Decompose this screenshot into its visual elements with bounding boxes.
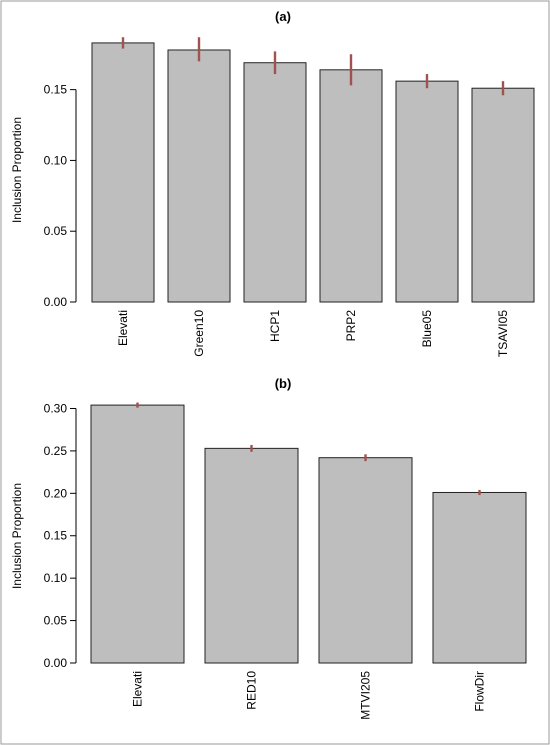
y-axis: 0.00 0.05 0.10 0.15	[44, 83, 77, 309]
x-tick-label: PRP2	[344, 310, 358, 342]
y-tick-label: 0.15	[44, 83, 68, 97]
x-tick-label: Blue05	[420, 310, 434, 348]
bar-series	[91, 42, 535, 303]
bar	[471, 87, 535, 303]
y-tick-label: 0.30	[44, 401, 68, 415]
error-bars	[121, 37, 505, 96]
chart-title: (b)	[275, 376, 292, 391]
bar	[204, 447, 299, 664]
bar	[91, 42, 155, 303]
y-tick-label: 0.20	[44, 486, 68, 500]
x-tick-label: Elevati	[131, 671, 145, 707]
chart-panel-a: (a) Inclusion Proportion 0.00 0.05 0.10 0.1…	[10, 9, 535, 357]
x-tick-label: TSAVI05	[496, 310, 510, 357]
bar	[319, 69, 383, 303]
bar	[90, 404, 185, 664]
bar	[243, 62, 307, 303]
x-axis-tick-labels: Elevati Green10 HCP1 PRP2 Blue05 TSAVI05	[116, 310, 510, 357]
y-tick-label: 0.10	[44, 571, 68, 585]
y-tick-label: 0.00	[44, 656, 68, 670]
x-tick-label: MTVI205	[359, 671, 373, 720]
bar	[432, 491, 527, 664]
x-tick-label: Elevati	[116, 310, 130, 346]
y-tick-label: 0.05	[44, 614, 68, 628]
error-bars	[136, 402, 481, 496]
bar	[167, 49, 231, 303]
y-axis-label: Inclusion Proportion	[10, 117, 24, 223]
x-tick-label: RED10	[245, 671, 259, 710]
bar	[318, 457, 413, 664]
y-tick-label: 0.00	[44, 295, 68, 309]
bar	[395, 80, 459, 303]
x-axis-tick-labels: Elevati RED10 MTVI205 FlowDir	[131, 671, 487, 720]
chart-panel-b: (b) Inclusion Proportion 0.00 0.05 0.10 0.1…	[10, 376, 527, 720]
y-axis: 0.00 0.05 0.10 0.15 0.20 0.25 0.30	[44, 401, 77, 670]
x-tick-label: HCP1	[268, 310, 282, 342]
y-tick-label: 0.10	[44, 153, 68, 167]
y-tick-label: 0.15	[44, 529, 68, 543]
x-tick-label: FlowDir	[473, 671, 487, 712]
bar-series	[90, 404, 527, 664]
x-tick-label: Green10	[192, 310, 206, 357]
y-tick-label: 0.05	[44, 224, 68, 238]
y-axis-label: Inclusion Proportion	[10, 483, 24, 589]
chart-title: (a)	[275, 9, 291, 24]
y-tick-label: 0.25	[44, 444, 68, 458]
